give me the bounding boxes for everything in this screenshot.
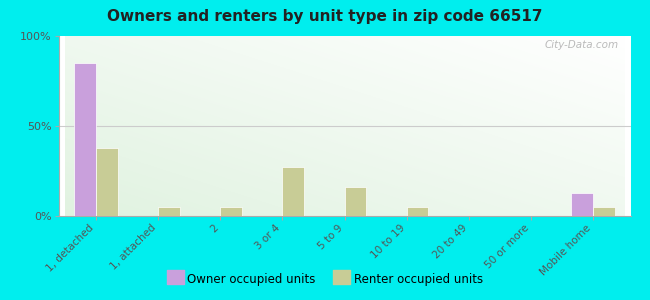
Bar <box>593 207 615 216</box>
Bar <box>571 193 593 216</box>
Legend: Owner occupied units, Renter occupied units: Owner occupied units, Renter occupied un… <box>162 269 488 291</box>
Bar <box>282 167 304 216</box>
Text: Owners and renters by unit type in zip code 66517: Owners and renters by unit type in zip c… <box>107 9 543 24</box>
Bar <box>158 207 180 216</box>
Bar <box>344 187 366 216</box>
Text: City-Data.com: City-Data.com <box>545 40 619 50</box>
Bar <box>407 207 428 216</box>
Bar <box>220 207 242 216</box>
Bar <box>96 148 118 216</box>
Bar <box>74 63 96 216</box>
